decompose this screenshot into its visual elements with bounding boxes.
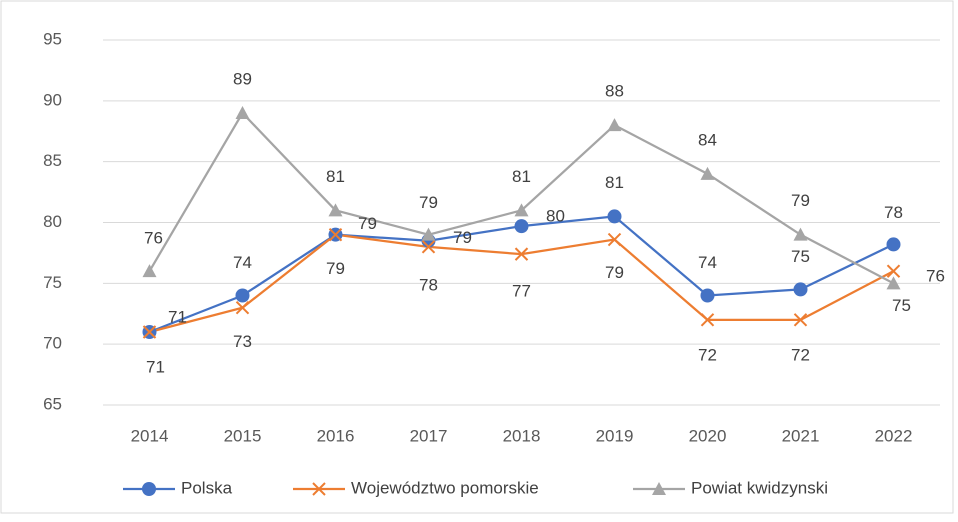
data-label: 72 [791, 345, 810, 364]
marker [607, 232, 622, 247]
y-tick-label: 65 [43, 394, 62, 413]
marker [235, 288, 250, 303]
data-label: 88 [605, 82, 624, 101]
x-tick-label: 2015 [224, 426, 262, 445]
marker [235, 300, 250, 315]
data-label: 80 [546, 207, 565, 226]
marker [421, 240, 436, 254]
data-label: 79 [326, 259, 345, 278]
marker [328, 227, 343, 242]
y-tick-label: 85 [43, 151, 62, 170]
data-label: 75 [791, 247, 810, 266]
marker [514, 247, 529, 261]
data-label: 74 [698, 253, 717, 272]
x-tick-label: 2018 [503, 426, 541, 445]
marker [793, 282, 808, 297]
data-label: 77 [512, 282, 531, 301]
data-label: 89 [233, 69, 252, 88]
marker [312, 482, 326, 496]
marker [142, 482, 156, 496]
legend-label: Powiat kwidzynski [691, 478, 828, 497]
x-tick-label: 2016 [317, 426, 355, 445]
y-tick-label: 80 [43, 212, 62, 231]
data-label: 71 [168, 307, 187, 326]
marker [886, 276, 901, 290]
data-label: 71 [146, 357, 165, 376]
data-label: 76 [926, 267, 945, 286]
y-tick-label: 75 [43, 273, 62, 292]
x-tick-label: 2014 [131, 426, 169, 445]
marker [793, 227, 808, 241]
data-label: 79 [453, 228, 472, 247]
data-label: 79 [791, 191, 810, 210]
marker [514, 219, 529, 234]
marker [607, 118, 622, 132]
data-label: 73 [233, 332, 252, 351]
marker [142, 325, 157, 339]
data-label: 79 [419, 193, 438, 212]
data-label: 79 [358, 214, 377, 233]
x-tick-label: 2020 [689, 426, 727, 445]
data-label: 72 [698, 345, 717, 364]
legend-label: Polska [181, 478, 233, 497]
y-tick-label: 90 [43, 90, 62, 109]
data-label: 78 [884, 203, 903, 222]
y-tick-label: 70 [43, 334, 62, 353]
marker [421, 227, 436, 241]
data-label: 76 [144, 229, 163, 248]
legend-item: Powiat kwidzynski [633, 478, 828, 497]
legend-label: Województwo pomorskie [351, 478, 539, 497]
data-label: 81 [326, 167, 345, 186]
data-label: 81 [512, 167, 531, 186]
x-tick-label: 2019 [596, 426, 634, 445]
data-label: 75 [892, 296, 911, 315]
marker [886, 264, 901, 278]
marker [607, 209, 622, 224]
x-tick-label: 2017 [410, 426, 448, 445]
marker [793, 313, 808, 327]
marker [700, 166, 715, 180]
marker [700, 288, 715, 303]
marker [328, 203, 343, 217]
data-label: 81 [605, 173, 624, 192]
marker [142, 264, 157, 278]
data-label: 74 [233, 253, 252, 272]
marker [700, 313, 715, 327]
x-tick-label: 2021 [782, 426, 820, 445]
legend-item: Polska [123, 478, 233, 497]
legend-item: Województwo pomorskie [293, 478, 539, 497]
marker [235, 106, 250, 119]
data-label: 84 [698, 130, 717, 149]
marker [886, 237, 901, 252]
marker [652, 482, 666, 495]
data-label: 78 [419, 275, 438, 294]
data-label: 79 [605, 263, 624, 282]
x-tick-label: 2022 [875, 426, 913, 445]
y-tick-label: 95 [43, 29, 62, 48]
marker [514, 203, 529, 217]
